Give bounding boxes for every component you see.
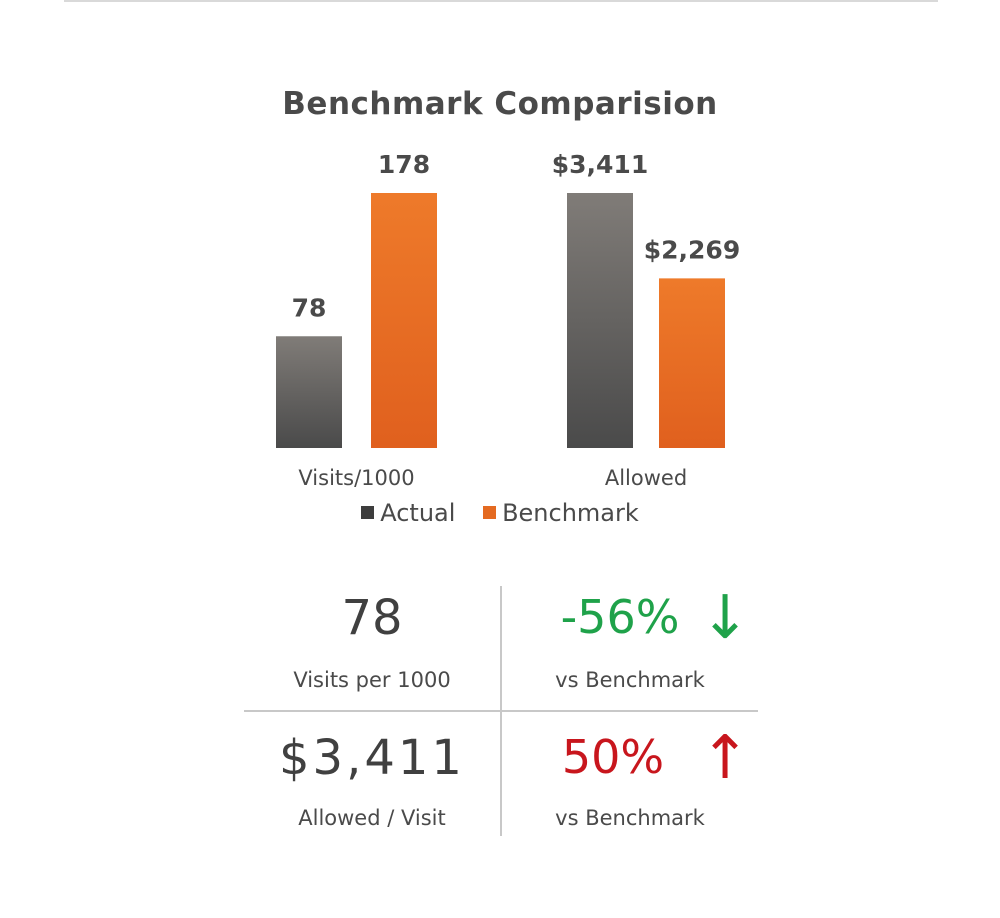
arrow-up-icon: ↑ <box>700 723 751 793</box>
stat-visits-change: -56% vs Benchmark <box>502 594 758 692</box>
stat-allowed: $3,411 Allowed / Visit <box>244 734 500 830</box>
chart-legend: Actual Benchmark <box>0 499 1000 527</box>
legend-label-benchmark: Benchmark <box>502 499 639 527</box>
stat-allowed-label: Allowed / Visit <box>298 806 446 830</box>
top-divider <box>64 0 938 2</box>
stat-visits-change-value: -56% <box>560 590 680 644</box>
category-label-1: Allowed <box>605 466 687 490</box>
data-label-benchmark-1: $2,269 <box>644 235 740 264</box>
arrow-down-icon: ↓ <box>700 583 751 653</box>
stat-visits-change-label: vs Benchmark <box>555 668 705 692</box>
stat-visits-label: Visits per 1000 <box>293 668 451 692</box>
stats-grid: 78 Visits per 1000 -56% vs Benchmark ↓ $… <box>244 586 758 836</box>
legend-swatch-actual <box>361 506 375 519</box>
bar-actual-1 <box>567 193 633 448</box>
stat-allowed-change-label: vs Benchmark <box>555 806 705 830</box>
bar-actual-0 <box>276 336 342 448</box>
bar-benchmark-1 <box>659 278 725 448</box>
stat-allowed-change: 50% vs Benchmark <box>502 734 758 830</box>
data-label-actual-1: $3,411 <box>552 150 648 179</box>
stat-allowed-value: $3,411 <box>279 730 465 786</box>
data-label-actual-0: 78 <box>292 293 327 322</box>
legend-item-benchmark: Benchmark <box>483 499 639 527</box>
bar-chart: 78 178 Visits/1000 $3,411 $2,269 Allowed <box>276 150 740 490</box>
category-label-0: Visits/1000 <box>298 466 414 490</box>
bar-benchmark-0 <box>371 193 437 448</box>
stat-visits: 78 Visits per 1000 <box>244 594 500 692</box>
chart-title: Benchmark Comparision <box>282 86 718 122</box>
stat-allowed-change-value: 50% <box>561 730 665 784</box>
stat-visits-value: 78 <box>341 590 403 646</box>
legend-label-actual: Actual <box>380 499 456 527</box>
data-label-benchmark-0: 178 <box>378 150 430 179</box>
stats-horizontal-divider <box>244 710 758 712</box>
legend-item-actual: Actual <box>361 499 455 527</box>
legend-swatch-benchmark <box>483 506 497 519</box>
